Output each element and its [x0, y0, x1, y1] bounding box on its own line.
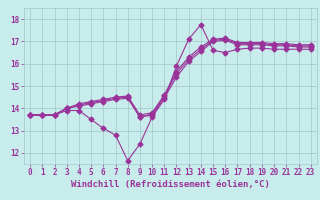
X-axis label: Windchill (Refroidissement éolien,°C): Windchill (Refroidissement éolien,°C) — [71, 180, 270, 189]
